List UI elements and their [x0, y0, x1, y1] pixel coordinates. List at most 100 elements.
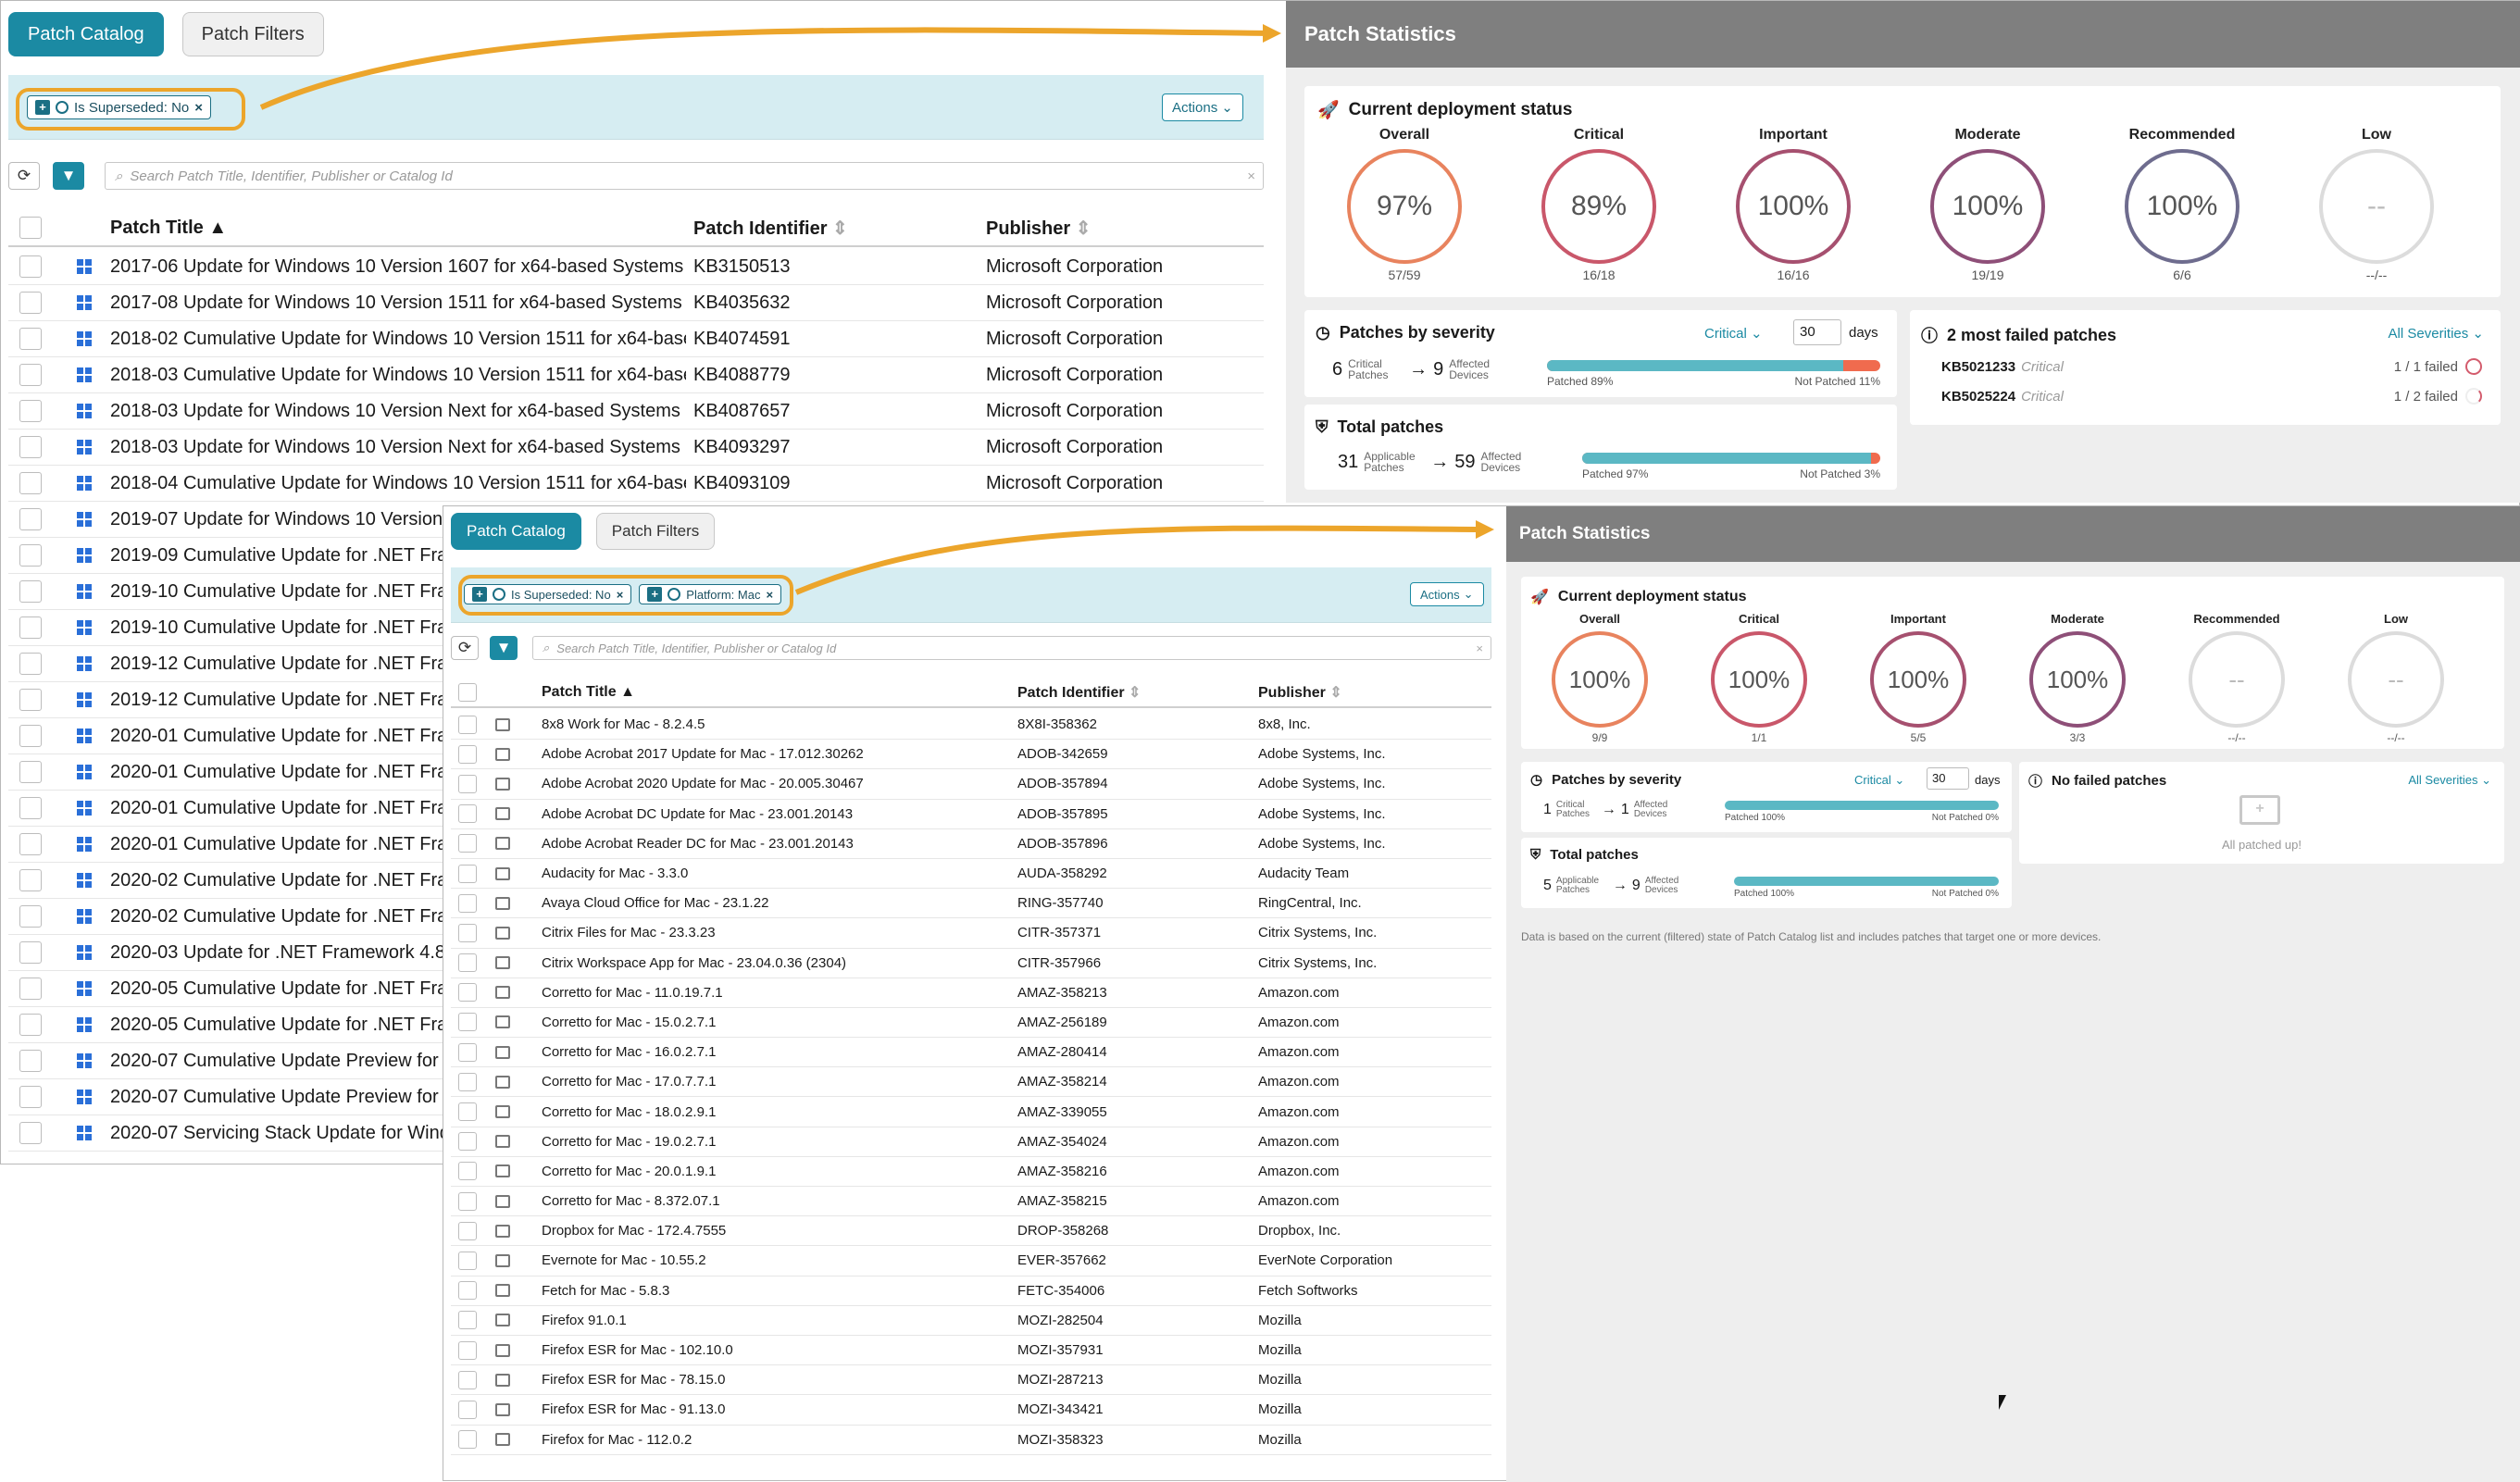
table-row[interactable]: Adobe Acrobat 2017 Update for Mac - 17.0… [451, 740, 1491, 770]
table-row[interactable]: Fetch for Mac - 5.8.3 FETC-354006 Fetch So… [451, 1277, 1491, 1306]
gauge-moderate[interactable]: Moderate 100% 19/19 [1895, 127, 2080, 282]
search-input[interactable]: ⌕ Search Patch Title, Identifier, Publis… [532, 636, 1491, 660]
failed-severity-filter[interactable]: All Severities ⌄ [2388, 326, 2484, 342]
filter-button[interactable]: ▼ [490, 636, 518, 660]
row-checkbox[interactable] [19, 1050, 42, 1072]
row-checkbox[interactable] [19, 400, 42, 422]
tab-patch-catalog[interactable]: Patch Catalog [451, 513, 581, 550]
table-row[interactable]: Corretto for Mac - 18.0.2.9.1 AMAZ-339055… [451, 1097, 1491, 1127]
row-checkbox[interactable] [458, 1340, 477, 1360]
filter-chip[interactable]: + Platform: Mac × [639, 584, 782, 604]
gauge-important[interactable]: Important 100% 16/16 [1701, 127, 1886, 282]
row-checkbox[interactable] [458, 1072, 477, 1091]
row-checkbox[interactable] [19, 689, 42, 711]
refresh-button[interactable]: ⟳ [451, 636, 479, 660]
table-row[interactable]: Firefox ESR for Mac - 78.15.0 MOZI-287213… [451, 1365, 1491, 1396]
table-row[interactable]: Corretto for Mac - 16.0.2.7.1 AMAZ-280414… [451, 1038, 1491, 1068]
severity-filter[interactable]: Critical ⌄ [1704, 326, 1763, 342]
row-checkbox[interactable] [19, 1122, 42, 1144]
gauge-recommended[interactable]: Recommended 100% 6/6 [2090, 127, 2275, 282]
row-checkbox[interactable] [458, 744, 477, 764]
row-checkbox[interactable] [458, 834, 477, 853]
row-checkbox[interactable] [19, 869, 42, 891]
close-icon[interactable]: × [766, 587, 774, 602]
row-checkbox[interactable] [458, 1042, 477, 1062]
table-row[interactable]: Corretto for Mac - 17.0.7.7.1 AMAZ-358214… [451, 1067, 1491, 1098]
table-row[interactable]: Adobe Acrobat 2020 Update for Mac - 20.0… [451, 769, 1491, 800]
gauge-low[interactable]: Low -- --/-- [2327, 612, 2465, 744]
table-row[interactable]: 2017-06 Update for Windows 10 Version 16… [8, 249, 1264, 285]
table-row[interactable]: Citrix Files for Mac - 23.3.23 CITR-35737… [451, 918, 1491, 949]
row-checkbox[interactable] [19, 364, 42, 386]
table-row[interactable]: Corretto for Mac - 8.372.07.1 AMAZ-358215… [451, 1187, 1491, 1217]
table-row[interactable]: Avaya Cloud Office for Mac - 23.1.22 RING… [451, 889, 1491, 919]
row-checkbox[interactable] [458, 1191, 477, 1211]
gauge-overall[interactable]: Overall 100% 9/9 [1530, 612, 1669, 744]
row-checkbox[interactable] [19, 544, 42, 567]
failed-item[interactable]: KB5021233 Critical 1 / 1 failed [1941, 358, 2482, 375]
table-row[interactable]: Corretto for Mac - 11.0.19.7.1 AMAZ-35821… [451, 978, 1491, 1008]
clear-icon[interactable]: × [1476, 641, 1483, 655]
gauge-critical[interactable]: Critical 100% 1/1 [1690, 612, 1828, 744]
row-checkbox[interactable] [458, 804, 477, 824]
row-checkbox[interactable] [19, 797, 42, 819]
close-icon[interactable]: × [194, 99, 204, 116]
gauge-critical[interactable]: Critical 89% 16/18 [1506, 127, 1691, 282]
row-checkbox[interactable] [19, 328, 42, 350]
row-checkbox[interactable] [19, 761, 42, 783]
row-checkbox[interactable] [19, 580, 42, 603]
row-checkbox[interactable] [458, 1311, 477, 1330]
days-input[interactable]: 30 [1927, 767, 1969, 790]
col-patch-title[interactable]: Patch Title ▲ [110, 217, 228, 238]
clear-icon[interactable]: × [1247, 168, 1255, 184]
row-checkbox[interactable] [19, 833, 42, 855]
row-checkbox[interactable] [458, 1221, 477, 1240]
row-checkbox[interactable] [19, 616, 42, 639]
table-row[interactable]: Corretto for Mac - 15.0.2.7.1 AMAZ-256189… [451, 1008, 1491, 1039]
row-checkbox[interactable] [458, 1400, 477, 1419]
refresh-button[interactable]: ⟳ [8, 162, 40, 190]
table-row[interactable]: 8x8 Work for Mac - 8.2.4.5 8X8I-358362 8x8… [451, 710, 1491, 741]
tab-patch-filters[interactable]: Patch Filters [595, 513, 716, 550]
table-row[interactable]: 2018-03 Update for Windows 10 Version Ne… [8, 430, 1264, 466]
row-checkbox[interactable] [458, 864, 477, 883]
select-all-checkbox[interactable] [19, 217, 42, 239]
row-checkbox[interactable] [458, 893, 477, 913]
row-checkbox[interactable] [458, 1162, 477, 1181]
table-row[interactable]: Adobe Acrobat Reader DC for Mac - 23.001… [451, 829, 1491, 859]
row-checkbox[interactable] [458, 1013, 477, 1032]
row-checkbox[interactable] [458, 953, 477, 973]
col-patch-identifier[interactable]: Patch Identifier ⇕ [693, 218, 848, 239]
table-row[interactable]: Firefox for Mac - 112.0.2 MOZI-358323 Mozi… [451, 1426, 1491, 1455]
row-checkbox[interactable] [19, 472, 42, 494]
table-row[interactable]: Firefox ESR for Mac - 102.10.0 MOZI-35793… [451, 1336, 1491, 1366]
severity-filter[interactable]: Critical ⌄ [1854, 773, 1905, 787]
row-checkbox[interactable] [458, 774, 477, 793]
gauge-important[interactable]: Important 100% 5/5 [1849, 612, 1988, 744]
gauge-recommended[interactable]: Recommended -- --/-- [2167, 612, 2306, 744]
row-checkbox[interactable] [458, 715, 477, 734]
row-checkbox[interactable] [458, 1102, 477, 1122]
actions-button[interactable]: Actions ⌄ [1162, 93, 1243, 121]
table-row[interactable]: 2018-03 Update for Windows 10 Version Ne… [8, 393, 1264, 430]
filter-chip[interactable]: + Is Superseded: No × [27, 95, 212, 119]
close-icon[interactable]: × [616, 587, 624, 602]
col-patch-identifier[interactable]: Patch Identifier ⇕ [1017, 685, 1141, 701]
row-checkbox[interactable] [19, 436, 42, 458]
tab-patch-catalog[interactable]: Patch Catalog [8, 12, 164, 56]
row-checkbox[interactable] [19, 725, 42, 747]
row-checkbox[interactable] [19, 653, 42, 675]
actions-button[interactable]: Actions ⌄ [1410, 582, 1484, 606]
row-checkbox[interactable] [458, 1281, 477, 1301]
table-row[interactable]: 2018-02 Cumulative Update for Windows 10… [8, 321, 1264, 357]
row-checkbox[interactable] [458, 983, 477, 1003]
col-publisher[interactable]: Publisher ⇕ [1258, 685, 1342, 701]
table-row[interactable]: Evernote for Mac - 10.55.2 EVER-357662 Eve… [451, 1246, 1491, 1277]
col-publisher[interactable]: Publisher ⇕ [986, 218, 1092, 239]
row-checkbox[interactable] [19, 508, 42, 530]
table-row[interactable]: Corretto for Mac - 19.0.2.7.1 AMAZ-354024… [451, 1127, 1491, 1157]
select-all-checkbox[interactable] [458, 683, 477, 702]
gauge-overall[interactable]: Overall 97% 57/59 [1312, 127, 1497, 282]
gauge-moderate[interactable]: Moderate 100% 3/3 [2008, 612, 2147, 744]
row-checkbox[interactable] [19, 905, 42, 928]
